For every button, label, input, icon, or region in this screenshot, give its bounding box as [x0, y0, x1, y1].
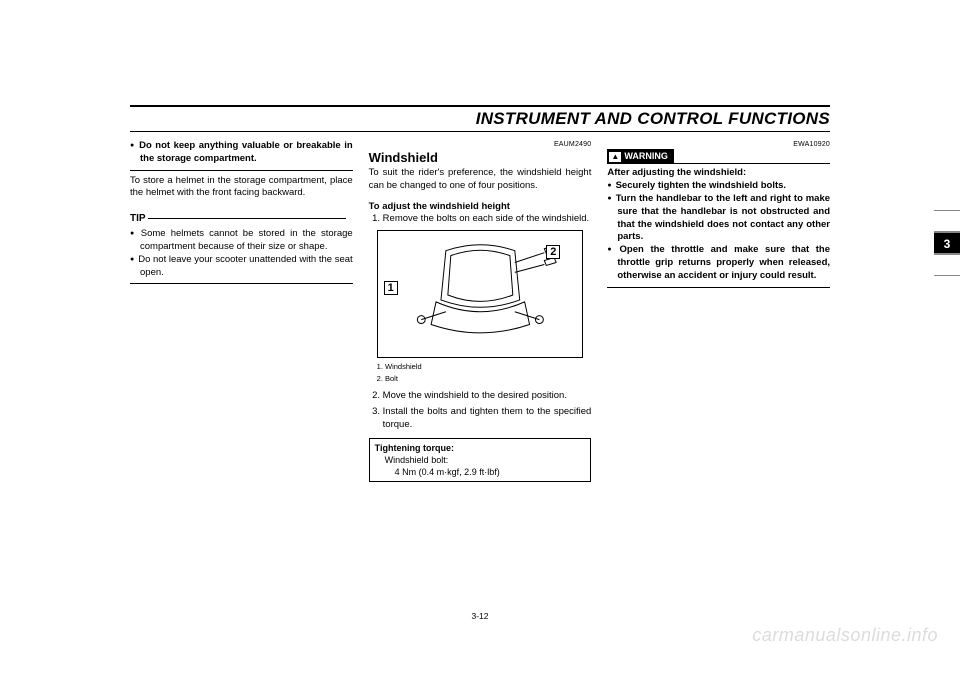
warning-item: Open the throttle and make sure that the… — [617, 244, 830, 282]
ref-code: EAUM2490 — [369, 140, 592, 149]
page-number: 3-12 — [130, 611, 830, 621]
warning-icon: ▲ — [609, 152, 621, 162]
steps-list: Remove the bolts on each side of the win… — [369, 213, 592, 226]
warning-item: Securely tighten the windshield bolts. — [617, 180, 830, 193]
steps-list-cont: Move the windshield to the desired posit… — [369, 390, 592, 431]
storage-paragraph: To store a helmet in the storage compart… — [130, 175, 353, 201]
subheading: To adjust the windshield height — [369, 201, 592, 214]
torque-label: Tightening torque: — [375, 442, 586, 454]
tip-label: TIP — [130, 212, 146, 226]
column-3: EWA10920 ▲WARNING After adjusting the wi… — [607, 140, 830, 482]
column-1: Do not keep anything valuable or breakab… — [130, 140, 353, 482]
step-item: Install the bolts and tighten them to th… — [383, 406, 592, 432]
manual-page: INSTRUMENT AND CONTROL FUNCTIONS Do not … — [130, 105, 830, 625]
tip-item: Some helmets cannot be stored in the sto… — [140, 228, 353, 254]
section-heading: Windshield — [369, 149, 592, 167]
torque-spec-box: Tightening torque: Windshield bolt: 4 Nm… — [369, 438, 592, 482]
figure-caption: 1. Windshield — [377, 362, 592, 372]
warning-lead: After adjusting the windshield: — [607, 167, 830, 180]
tab-cell — [934, 254, 960, 276]
figure-callout-2: 2 — [546, 245, 560, 259]
page-header: INSTRUMENT AND CONTROL FUNCTIONS — [130, 105, 830, 132]
step-item: Remove the bolts on each side of the win… — [383, 213, 592, 226]
intro-paragraph: To suit the rider's preference, the wind… — [369, 167, 592, 193]
tip-rule — [148, 218, 347, 219]
caution-item: Do not keep anything valuable or breakab… — [140, 140, 353, 166]
chapter-tabs: 3 — [934, 210, 960, 276]
watermark: carmanualsonline.info — [752, 625, 938, 646]
column-2: EAUM2490 Windshield To suit the rider's … — [369, 140, 592, 482]
tip-block: TIP — [130, 206, 353, 226]
content-columns: Do not keep anything valuable or breakab… — [130, 140, 830, 482]
warning-label: WARNING — [624, 151, 668, 161]
divider — [607, 287, 830, 288]
step-item: Move the windshield to the desired posit… — [383, 390, 592, 403]
tab-cell — [934, 210, 960, 232]
warning-item: Turn the handlebar to the left and right… — [617, 193, 830, 244]
tip-item: Do not leave your scooter unattended wit… — [140, 254, 353, 280]
divider — [130, 170, 353, 171]
figure-callout-1: 1 — [384, 281, 398, 295]
tip-list: Some helmets cannot be stored in the sto… — [130, 228, 353, 279]
warning-list: Securely tighten the windshield bolts. T… — [607, 180, 830, 283]
divider — [130, 283, 353, 284]
figure-caption: 2. Bolt — [377, 374, 592, 384]
torque-value: 4 Nm (0.4 m·kgf, 2.9 ft·lbf) — [375, 466, 586, 478]
caution-list: Do not keep anything valuable or breakab… — [130, 140, 353, 166]
warning-badge: ▲WARNING — [607, 149, 830, 164]
windshield-figure: 1 2 — [377, 230, 584, 358]
torque-item: Windshield bolt: — [375, 454, 586, 466]
tab-active: 3 — [934, 232, 960, 254]
ref-code: EWA10920 — [607, 140, 830, 149]
